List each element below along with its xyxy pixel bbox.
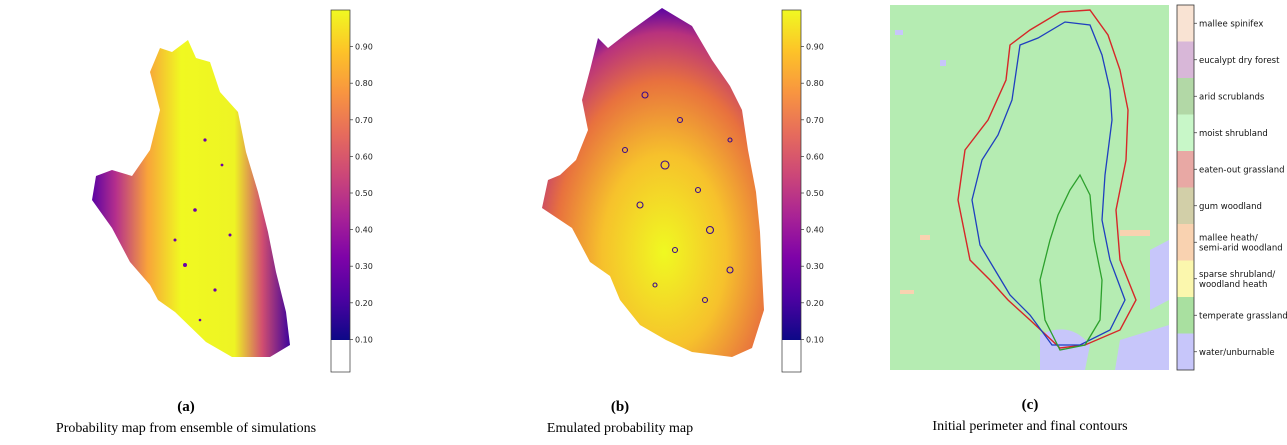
colorbar-a-ticks: 0.90 0.80 0.70 0.60 0.50 0.40 0.30 0.20 0.10 [350,43,373,344]
legend-swatch [1177,78,1194,115]
probability-region-a [92,40,290,357]
legend-swatch [1177,224,1194,261]
colorbar-b-tick-label: 0.10 [806,335,824,344]
legend-label: water/unburnable [1199,348,1275,358]
colorbar-b-tick-label: 0.30 [806,262,824,271]
legend-swatch [1177,41,1194,78]
legend-swatch [1177,187,1194,224]
panel-c-figure: mallee spinifex eucalypt dry forest arid s… [890,4,1287,371]
colorbar-a-tick-label: 0.60 [355,152,373,161]
legend-label: eaten-out grassland [1199,165,1285,175]
legend-swatch [1177,5,1194,42]
colorbar-a: 0.90 0.80 0.70 0.60 0.50 0.40 0.30 0.20 0.10 [330,9,373,373]
legend-swatch [1177,297,1194,334]
panel-c-caption: Initial perimeter and final contours [932,419,1128,434]
colorbar-a-tick-label: 0.30 [355,262,373,271]
legend-border [1176,4,1195,371]
panel-a-letter: (a) [177,399,195,415]
vegetation-legend-colorbar: mallee spinifex eucalypt dry forest arid s… [1176,4,1287,371]
legend-label: arid scrublands [1199,92,1265,102]
colorbar-b-tick-label: 0.20 [806,299,824,308]
probability-region-b [542,8,764,357]
legend-swatch [1177,151,1194,188]
panel-a-caption: Probability map from ensemble of simulat… [55,421,317,436]
vegetation-map-patches [895,30,1169,370]
contour-initial-green [1039,173,1103,351]
contour-outer-red [957,9,1137,349]
legend-swatch [1177,333,1194,370]
colorbar-b-tick-label: 0.80 [806,79,824,88]
vegetation-map-background [890,5,1169,370]
colorbar-a-tick-label: 0.50 [355,189,373,198]
probability-region-a-holes [173,138,232,322]
colorbar-b-tick-label: 0.50 [806,189,824,198]
colorbar-a-tick-label: 0.90 [355,43,373,52]
legend-swatch [1177,114,1194,151]
panel-b-caption: Emulated probability map [546,421,694,436]
colorbar-b-tick-label: 0.90 [806,43,824,52]
colorbar-b-ticks: 0.90 0.80 0.70 0.60 0.50 0.40 0.30 0.20 0.10 [801,43,824,344]
colorbar-b: 0.90 0.80 0.70 0.60 0.50 0.40 0.30 0.20 0.10 [781,9,824,373]
panel-b-letter: (b) [610,399,630,415]
legend-label: sparse shrubland/woodland heath [1199,270,1275,290]
legend-swatch [1177,260,1194,297]
legend-label: eucalypt dry forest [1199,56,1280,66]
colorbar-b-tick-label: 0.60 [806,152,824,161]
legend-label: gum woodland [1199,202,1262,212]
colorbar-a-tick-label: 0.80 [355,79,373,88]
panel-a: 0.90 0.80 0.70 0.60 0.50 0.40 0.30 0.20 0.10 (a)… [0,0,420,445]
colorbar-b-tick-label: 0.70 [806,116,824,125]
colorbar-a-tick-label: 0.10 [355,335,373,344]
panel-b-figure: 0.90 0.80 0.70 0.60 0.50 0.40 0.30 0.20 0.10 [542,8,824,373]
contour-emulated-blue [971,21,1126,346]
legend-label: mallee spinifex [1199,19,1263,29]
probability-region-b-holes [621,91,734,304]
panel-b: 0.90 0.80 0.70 0.60 0.50 0.40 0.30 0.20 0.10 (b)… [430,0,850,445]
colorbar-a-tick-label: 0.40 [355,226,373,235]
colorbar-a-tick-label: 0.20 [355,299,373,308]
panel-c: mallee spinifex eucalypt dry forest arid s… [880,0,1287,445]
legend-label: moist shrubland [1199,129,1268,139]
legend-label: temperate grassland [1199,311,1287,321]
panel-c-letter: (c) [1021,397,1039,413]
colorbar-b-tick-label: 0.40 [806,226,824,235]
legend-label: mallee heath/semi-arid woodland [1199,233,1283,253]
colorbar-a-tick-label: 0.70 [355,116,373,125]
panel-a-figure: 0.90 0.80 0.70 0.60 0.50 0.40 0.30 0.20 0.10 [92,9,373,373]
